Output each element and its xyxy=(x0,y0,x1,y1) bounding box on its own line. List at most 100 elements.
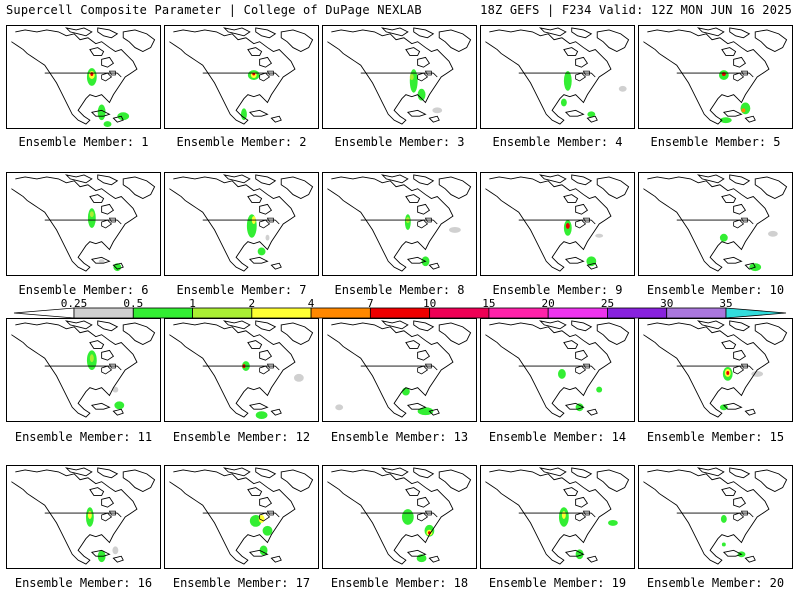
ensemble-member-label: Ensemble Member: 11 xyxy=(14,430,153,444)
coastline xyxy=(722,402,743,410)
coastline xyxy=(259,56,273,68)
ensemble-map-panel xyxy=(638,465,793,569)
parameter-contour xyxy=(587,111,596,118)
coastline xyxy=(270,262,282,270)
scale-segment xyxy=(607,307,668,319)
country-border xyxy=(360,512,438,518)
coastline xyxy=(729,467,751,479)
country-border xyxy=(202,72,280,78)
ensemble-member-label: Ensemble Member: 5 xyxy=(650,135,781,149)
coastline xyxy=(247,194,263,203)
scale-segment xyxy=(369,307,431,319)
coastline xyxy=(428,555,440,563)
coastline xyxy=(255,27,277,39)
parameter-contour xyxy=(112,386,119,393)
parameter-contour xyxy=(608,519,618,526)
coastline xyxy=(586,262,598,270)
coastline xyxy=(485,29,612,125)
coastline xyxy=(122,469,156,492)
coastline xyxy=(101,496,115,508)
great-lakes xyxy=(417,363,432,375)
parameter-contour xyxy=(721,542,726,547)
coastline xyxy=(97,467,119,479)
ensemble-map-panel xyxy=(322,318,477,422)
north-america-map xyxy=(327,467,472,565)
coastline xyxy=(696,174,725,184)
coastline xyxy=(538,174,567,184)
great-lakes xyxy=(101,217,116,229)
coastline xyxy=(722,109,743,117)
coastline xyxy=(255,320,277,332)
country-border xyxy=(202,365,280,371)
coastline xyxy=(729,320,751,332)
parameter-contour xyxy=(249,515,262,527)
scale-segment xyxy=(725,307,787,319)
run-info: 18Z GEFS | F234 Valid: 12Z MON JUN 16 20… xyxy=(480,3,792,17)
country-border xyxy=(518,219,596,225)
scale-tick-label: 15 xyxy=(482,297,496,310)
country-border xyxy=(518,512,596,518)
country-border xyxy=(676,365,754,371)
coastline xyxy=(417,56,431,68)
coastline xyxy=(101,349,115,361)
coastline xyxy=(538,320,567,330)
coastline xyxy=(64,27,93,37)
parameter-contour xyxy=(767,230,778,237)
coastline xyxy=(64,467,93,477)
coastline xyxy=(721,487,737,496)
north-america-map xyxy=(643,467,788,565)
coastline xyxy=(744,115,756,123)
country-border xyxy=(44,365,122,371)
country-border xyxy=(518,365,596,371)
coastline xyxy=(169,176,296,272)
ensemble-member-label: Ensemble Member: 13 xyxy=(330,430,469,444)
ensemble-member-label: Ensemble Member: 3 xyxy=(334,135,465,149)
coastline xyxy=(413,467,435,479)
scale-tick-label: 1 xyxy=(189,297,196,310)
coastline xyxy=(259,496,273,508)
coastline xyxy=(64,320,93,330)
coastline xyxy=(101,56,115,68)
coastline xyxy=(733,56,747,68)
great-lakes xyxy=(417,217,432,229)
ensemble-map-panel xyxy=(480,172,635,276)
coastline xyxy=(754,322,788,345)
coastline xyxy=(643,176,770,272)
parameter-contour xyxy=(112,546,119,555)
parameter-contour xyxy=(432,107,443,114)
coastline xyxy=(485,469,612,565)
coastline xyxy=(733,203,747,215)
parameter-contour xyxy=(255,411,268,420)
parameter-contour xyxy=(117,112,130,121)
great-lakes xyxy=(733,217,748,229)
coastline xyxy=(564,256,585,264)
coastline xyxy=(571,174,593,186)
scale-tick-label: 30 xyxy=(660,297,674,310)
scale-tick-label: 4 xyxy=(307,297,315,310)
ensemble-map-panel xyxy=(480,465,635,569)
coastline xyxy=(485,176,612,272)
scale-segment xyxy=(488,307,549,319)
ensemble-member-label: Ensemble Member: 6 xyxy=(18,283,149,297)
country-border xyxy=(676,512,754,518)
ensemble-map-panel xyxy=(638,318,793,422)
great-lakes xyxy=(575,70,590,82)
coastline xyxy=(754,176,788,199)
coastline xyxy=(721,194,737,203)
ensemble-member-label: Ensemble Member: 8 xyxy=(334,283,465,297)
scale-tick-label: 0.5 xyxy=(123,297,144,310)
ensemble-map-panel xyxy=(6,25,161,129)
parameter-contour xyxy=(417,407,434,416)
coastline xyxy=(571,320,593,332)
coastline xyxy=(270,115,282,123)
coastline xyxy=(89,487,105,496)
parameter-contour xyxy=(114,401,125,410)
north-america-map xyxy=(11,27,156,128)
scale-tick-label: 2 xyxy=(248,297,256,310)
coastline xyxy=(380,174,409,184)
map-title: Supercell Composite Parameter | College … xyxy=(6,3,422,17)
coastline xyxy=(90,402,111,410)
parameter-contour xyxy=(87,208,96,228)
parameter-contour xyxy=(719,404,728,411)
coastline xyxy=(259,203,273,215)
